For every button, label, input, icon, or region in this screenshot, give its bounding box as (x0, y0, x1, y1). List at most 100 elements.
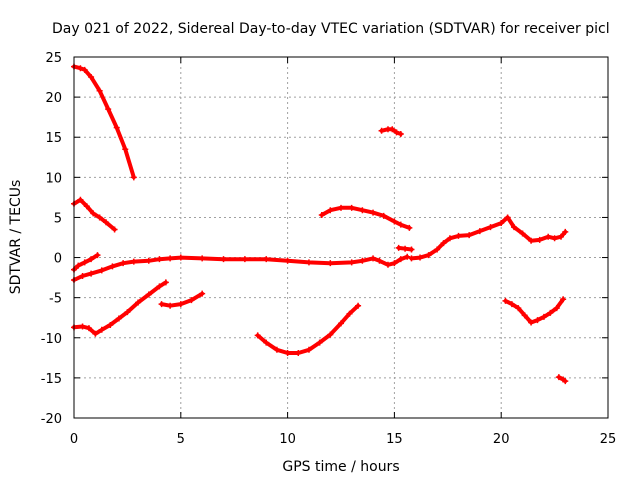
data-point (417, 254, 424, 261)
data-point (120, 260, 127, 267)
data-point (316, 339, 323, 346)
x-tick-label: 20 (493, 432, 510, 447)
data-point (508, 301, 515, 308)
data-point (103, 219, 110, 226)
data-point (487, 224, 494, 231)
data-point (167, 302, 174, 309)
data-point (88, 74, 95, 81)
data-point (145, 291, 152, 298)
grid (74, 57, 608, 418)
data-point (273, 346, 280, 353)
y-tick-label: 25 (45, 51, 62, 66)
data-point (327, 331, 334, 338)
data-point (547, 309, 554, 316)
data-point (305, 346, 312, 353)
data-point (528, 237, 535, 244)
data-point (338, 320, 344, 327)
data-point (156, 283, 163, 290)
series-arc-7 (254, 302, 362, 357)
data-point (263, 256, 270, 263)
data-point (107, 321, 114, 328)
data-point (81, 259, 88, 266)
data-point (241, 256, 248, 263)
data-point (111, 226, 118, 233)
data-point (355, 302, 362, 309)
y-tick-label: 15 (45, 131, 62, 146)
data-point (75, 262, 82, 269)
series-line (72, 197, 117, 232)
data-point (519, 230, 526, 237)
data-point (109, 263, 116, 270)
data-point (521, 312, 528, 319)
data-point (295, 350, 302, 357)
data-point (338, 204, 344, 211)
series-arc-9 (378, 126, 404, 138)
data-point (380, 212, 387, 219)
data-point (384, 261, 391, 268)
data-point (96, 87, 103, 94)
data-point (177, 254, 184, 261)
data-point (397, 221, 404, 228)
data-point (305, 259, 312, 266)
data-point (98, 267, 105, 274)
y-tick-label: 20 (45, 91, 62, 106)
data-point (440, 240, 447, 247)
data-point (389, 126, 396, 133)
y-tick-label: -15 (41, 372, 62, 387)
x-axis-label: GPS time / hours (282, 459, 399, 475)
data-point (98, 326, 105, 333)
data-point (162, 279, 169, 286)
data-point (551, 235, 558, 242)
data-point (558, 233, 565, 240)
data-point (81, 66, 88, 73)
data-point (553, 305, 560, 312)
series-arc-10 (395, 244, 415, 253)
data-point (402, 245, 409, 252)
data-point (406, 224, 413, 231)
data-point (370, 209, 377, 216)
data-point (318, 212, 325, 219)
data-point (177, 301, 184, 308)
data-point (455, 232, 462, 239)
x-tick-label: 15 (386, 432, 403, 447)
data-point (391, 218, 398, 225)
data-point (220, 256, 227, 263)
data-point (79, 273, 86, 280)
data-point (397, 131, 404, 138)
y-axis-label: SDTVAR / TECUs (8, 180, 24, 295)
data-point (284, 257, 291, 264)
data-point (327, 260, 334, 267)
series-arc-12 (502, 296, 567, 326)
data-point (124, 309, 131, 316)
series-line (72, 254, 410, 282)
series-arc-6 (158, 290, 206, 309)
data-point (199, 255, 206, 262)
series-arc-4 (71, 253, 411, 284)
data-point (359, 207, 366, 214)
axis-ticks: 0 5 10 15 20 25 -20 -15 -10 -5 0 5 10 15 20 25 (41, 51, 617, 447)
series-arc-5 (71, 279, 169, 337)
data-point (348, 259, 355, 266)
data-point (476, 228, 483, 235)
x-tick-label: 10 (279, 432, 296, 447)
y-tick-label: 5 (54, 211, 62, 226)
data-point (88, 256, 95, 263)
series-line (503, 297, 566, 325)
data-point (199, 290, 206, 297)
series-line (409, 215, 568, 261)
data-point (555, 374, 562, 381)
data-point (502, 297, 509, 304)
chart-title: Day 021 of 2022, Sidereal Day-to-day VTE… (52, 21, 610, 37)
data-point (515, 305, 522, 312)
data-point (158, 301, 165, 308)
data-point (94, 252, 101, 259)
data-point (359, 257, 366, 264)
data-point (284, 350, 291, 357)
series-line (319, 205, 412, 230)
data-point (376, 257, 383, 264)
data-point (540, 313, 547, 320)
data-point (466, 232, 473, 239)
data-point (446, 235, 453, 242)
data-point (534, 317, 541, 324)
